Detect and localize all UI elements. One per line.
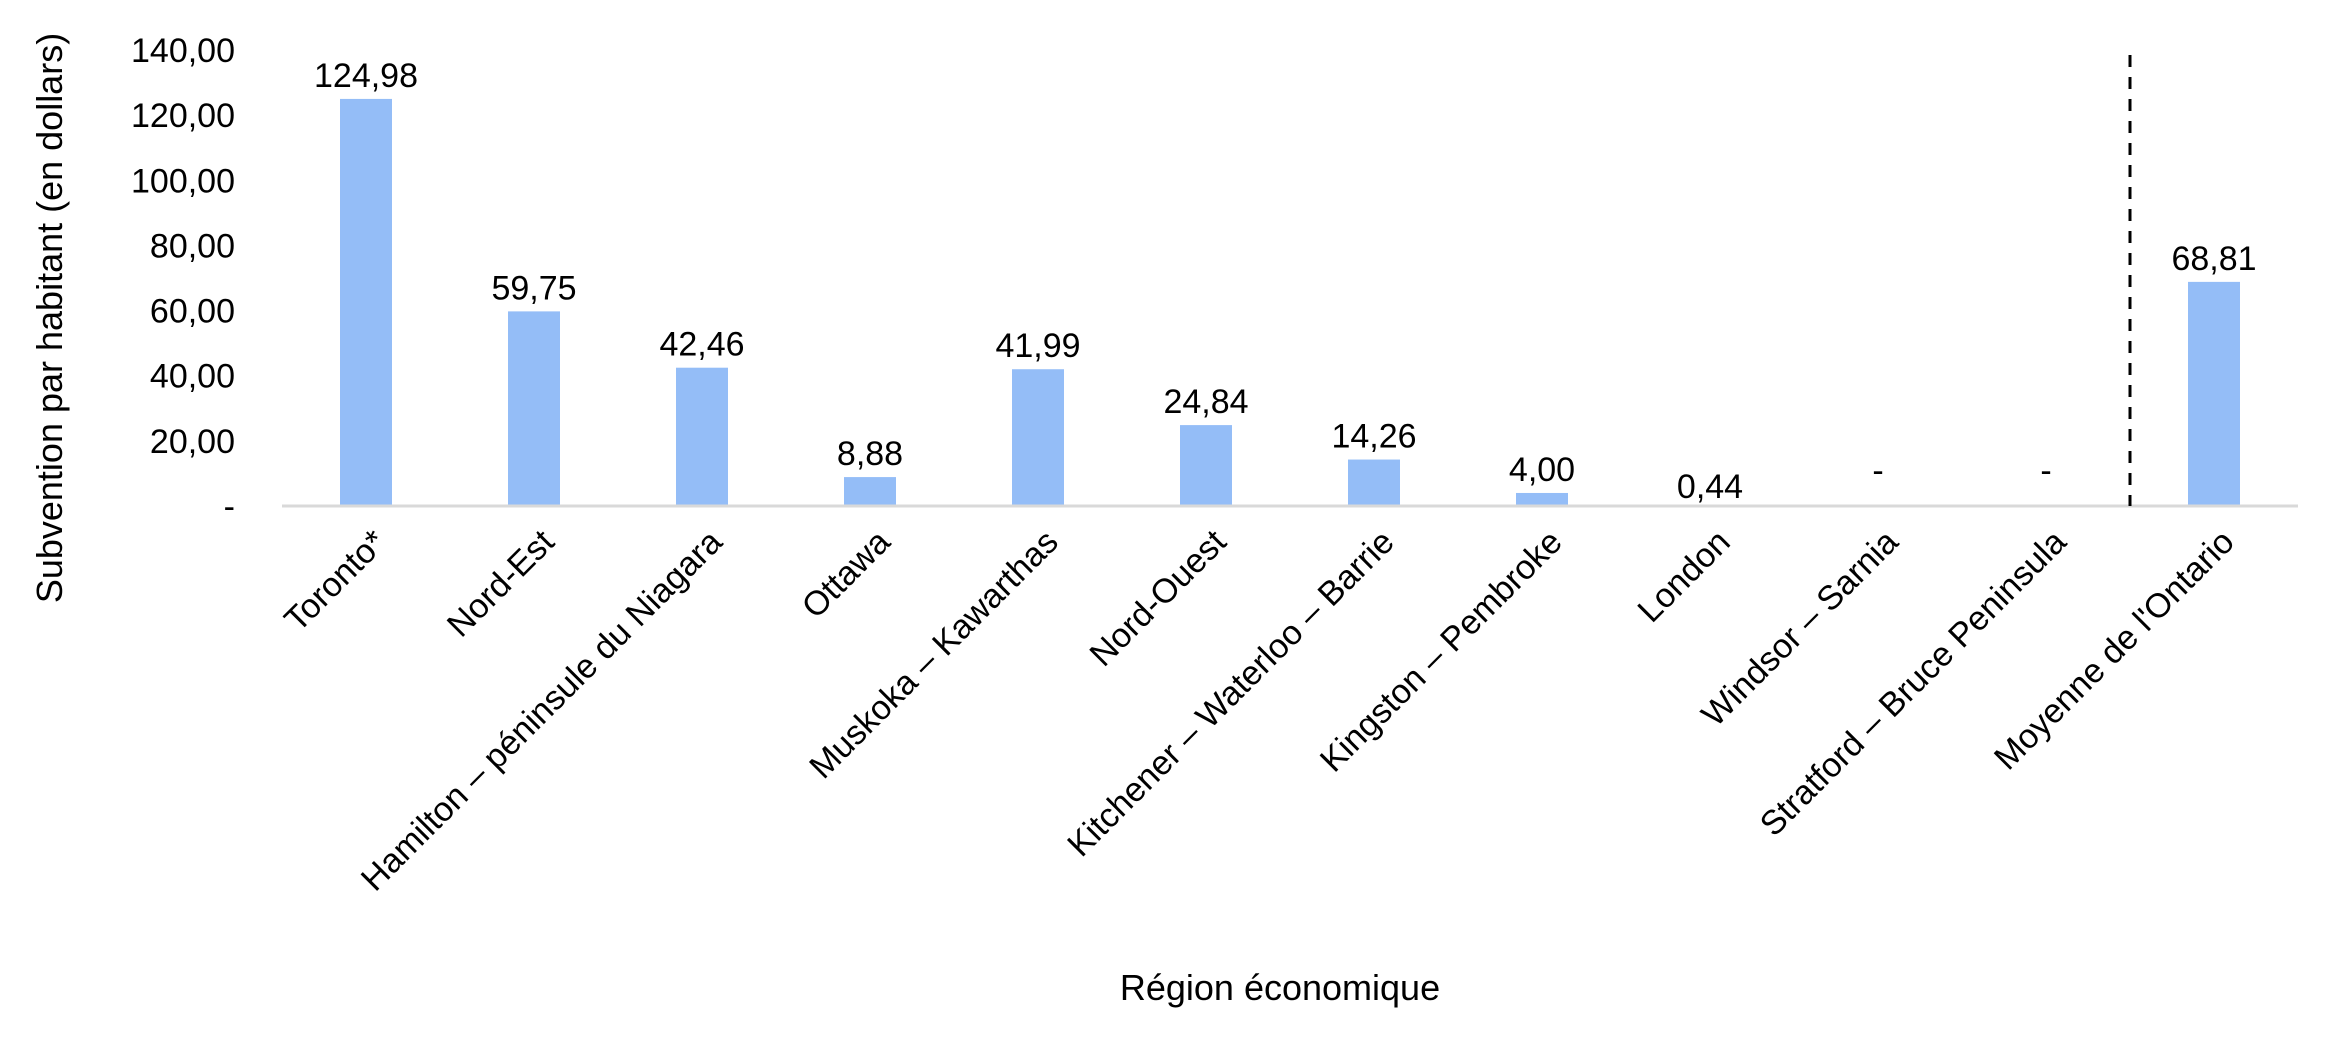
y-tick-label: - [224, 488, 235, 526]
data-label: 4,00 [1509, 451, 1575, 489]
data-labels: 124,98 59,75 42,46 8,88 41,99 24,84 14,26 4,00 0… [314, 57, 2257, 506]
bar [844, 477, 896, 506]
data-label: 41,99 [995, 327, 1080, 365]
y-axis-ticks: - 20,00 40,00 60,00 80,00 100,00 120,00 140,00 [131, 32, 235, 526]
x-tick-label: Nord-Est [440, 522, 562, 644]
x-tick-label: Nord-Ouest [1083, 522, 1235, 674]
data-label: - [1872, 452, 1883, 490]
bar [1012, 369, 1064, 506]
bar [1348, 459, 1400, 506]
data-label: 68,81 [2171, 240, 2256, 278]
y-tick-label: 80,00 [150, 227, 235, 265]
bars [340, 98, 2240, 506]
data-label: 0,44 [1677, 468, 1743, 506]
x-tick-label: Hamilton – péninsule du Niagara [354, 523, 730, 899]
y-tick-label: 140,00 [131, 32, 235, 70]
data-label: 24,84 [1163, 383, 1248, 421]
data-label: - [2040, 452, 2051, 490]
data-label: 124,98 [314, 57, 418, 95]
bar [1180, 425, 1232, 506]
y-tick-label: 120,00 [131, 97, 235, 135]
y-tick-label: 20,00 [150, 423, 235, 461]
bar [508, 311, 560, 506]
y-tick-label: 100,00 [131, 162, 235, 200]
data-label: 42,46 [659, 326, 744, 364]
x-tick-label: London [1631, 523, 1738, 630]
bar [2188, 281, 2240, 506]
x-tick-label: Kitchener – Waterloo – Barrie [1060, 523, 1401, 864]
x-tick-label: Stratford – Bruce Peninsula [1753, 523, 2074, 844]
x-tick-label: Toronto* [277, 523, 393, 639]
y-tick-label: 40,00 [150, 358, 235, 396]
x-axis-title: Région économique [1120, 967, 1440, 1008]
bar [1516, 492, 1568, 506]
bar [676, 367, 728, 506]
y-tick-label: 60,00 [150, 293, 235, 331]
bar [340, 98, 392, 506]
data-label: 14,26 [1331, 418, 1416, 456]
y-axis-title: Subvention par habitant (en dollars) [29, 33, 70, 603]
data-label: 8,88 [837, 435, 903, 473]
data-label: 59,75 [491, 269, 576, 307]
x-tick-label: Ottawa [795, 523, 898, 626]
